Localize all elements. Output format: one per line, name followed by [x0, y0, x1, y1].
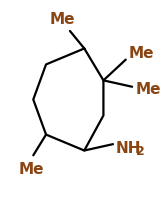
Text: Me: Me	[135, 82, 161, 97]
Text: Me: Me	[19, 162, 44, 178]
Text: NH: NH	[115, 141, 141, 156]
Text: Me: Me	[49, 12, 75, 27]
Text: Me: Me	[129, 46, 154, 61]
Text: 2: 2	[136, 145, 145, 158]
